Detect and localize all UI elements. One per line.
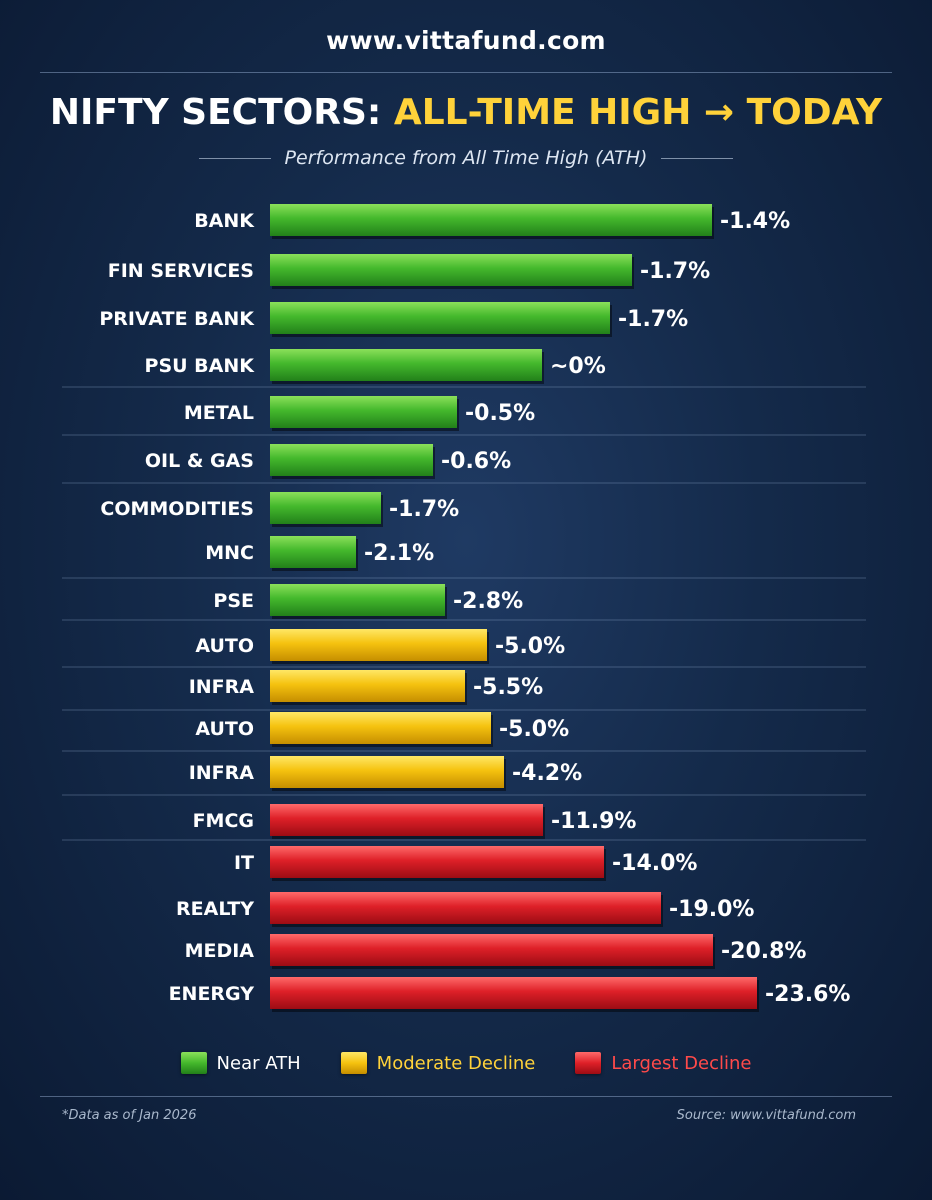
bar (270, 670, 465, 702)
value-label: -14.0% (612, 851, 697, 876)
value-label: ~0% (550, 354, 606, 379)
bar-row: AUTO -5.0% (195, 712, 569, 747)
category-label: COMMODITIES (100, 498, 254, 520)
bar (270, 712, 491, 744)
bar (270, 492, 381, 524)
legend-label-near: Near ATH (216, 1052, 301, 1074)
legend-swatch-largest (575, 1052, 602, 1074)
bar-row: ENERGY -23.6% (169, 977, 850, 1012)
value-label: -11.9% (551, 809, 636, 834)
value-label: -1.4% (720, 209, 790, 234)
bar (270, 629, 487, 661)
category-label: FIN SERVICES (108, 260, 254, 282)
bar (270, 584, 445, 616)
value-label: -23.6% (765, 982, 850, 1007)
category-label: PSU BANK (145, 355, 256, 377)
legend-item-near: Near ATH (180, 1052, 301, 1074)
value-label: -0.6% (441, 449, 511, 474)
category-label: MEDIA (185, 940, 255, 962)
value-label: -5.0% (495, 634, 565, 659)
title-part-2: ALL-TIME HIGH → TODAY (393, 92, 883, 133)
site-url: www.vittafund.com (326, 26, 606, 55)
value-label: -1.7% (640, 259, 710, 284)
value-label: -20.8% (721, 939, 806, 964)
legend-item-largest: Largest Decline (575, 1052, 751, 1074)
legend-swatch-moderate (340, 1052, 367, 1074)
value-label: -1.7% (618, 307, 688, 332)
category-label: MNC (205, 542, 254, 564)
bar (270, 396, 457, 428)
category-label: INFRA (189, 762, 255, 784)
value-label: -0.5% (465, 401, 535, 426)
category-label: INFRA (189, 676, 255, 698)
bar-row: MEDIA -20.8% (185, 934, 806, 969)
bar-row: IT -14.0% (234, 846, 697, 881)
bar (270, 934, 713, 966)
legend-item-moderate: Moderate Decline (340, 1052, 536, 1074)
bar-row: PRIVATE BANK -1.7% (99, 302, 688, 337)
chart-legend: Near ATH Moderate Decline Largest Declin… (0, 1050, 932, 1076)
category-label: PRIVATE BANK (99, 308, 255, 330)
category-label: BANK (194, 210, 255, 232)
subtitle-row: Performance from All Time High (ATH) (0, 146, 932, 170)
bar (270, 254, 632, 286)
value-label: -2.8% (453, 589, 523, 614)
bar-row: METAL -0.5% (184, 396, 535, 431)
bar (270, 756, 504, 788)
chart-subtitle: Performance from All Time High (ATH) (284, 147, 648, 169)
value-label: -19.0% (669, 897, 754, 922)
category-label: IT (234, 852, 254, 874)
top-divider (40, 72, 892, 73)
bar (270, 892, 661, 924)
category-label: AUTO (195, 635, 254, 657)
value-label: -5.0% (499, 717, 569, 742)
bottom-divider (40, 1096, 892, 1097)
subtitle-line-right (661, 157, 734, 159)
category-label: ENERGY (169, 983, 255, 1005)
bar-row: PSU BANK ~0% (145, 349, 606, 384)
legend-label-moderate: Moderate Decline (376, 1052, 536, 1074)
category-label: AUTO (195, 718, 254, 740)
category-label: REALTY (176, 898, 254, 920)
legend-label-largest: Largest Decline (611, 1052, 752, 1074)
value-label: -2.1% (364, 541, 434, 566)
chart-title: NIFTY SECTORS: ALL-TIME HIGH → TODAY (0, 92, 932, 133)
bar (270, 846, 604, 878)
bar (270, 536, 356, 568)
bar (270, 302, 610, 334)
value-label: -5.5% (473, 675, 543, 700)
bar (270, 444, 433, 476)
bar-chart: BANK -1.4% FIN SERVICES -1.7% PRIVATE BANK -1… (62, 204, 866, 1012)
data-date-note: *Data as of Jan 2026 (62, 1108, 197, 1123)
value-label: -4.2% (512, 761, 582, 786)
value-label: -1.7% (389, 497, 459, 522)
title-part-1: NIFTY SECTORS: (49, 92, 382, 133)
bar (270, 349, 542, 381)
bar-row: REALTY -19.0% (176, 892, 754, 927)
bar-row: INFRA -5.5% (189, 670, 543, 705)
bar-row: FMCG -11.9% (193, 804, 636, 839)
source-note: Source: www.vittafund.com (676, 1108, 856, 1123)
bar-row: AUTO -5.0% (195, 629, 565, 664)
bar-row: COMMODITIES -1.7% (100, 492, 459, 527)
category-label: PSE (213, 590, 254, 612)
bar (270, 977, 757, 1009)
bar-row: PSE -2.8% (213, 584, 523, 619)
subtitle-line-left (198, 157, 271, 159)
category-label: OIL & GAS (145, 450, 254, 472)
legend-swatch-near (180, 1052, 207, 1074)
bar-row: MNC -2.1% (205, 536, 434, 571)
bar-row: BANK -1.4% (194, 204, 790, 239)
bar (270, 804, 543, 836)
category-label: FMCG (193, 810, 254, 832)
bar-row: INFRA -4.2% (189, 756, 582, 791)
bar (270, 204, 712, 236)
bar-row: FIN SERVICES -1.7% (108, 254, 710, 289)
category-label: METAL (184, 402, 254, 424)
bar-row: OIL & GAS -0.6% (145, 444, 511, 479)
